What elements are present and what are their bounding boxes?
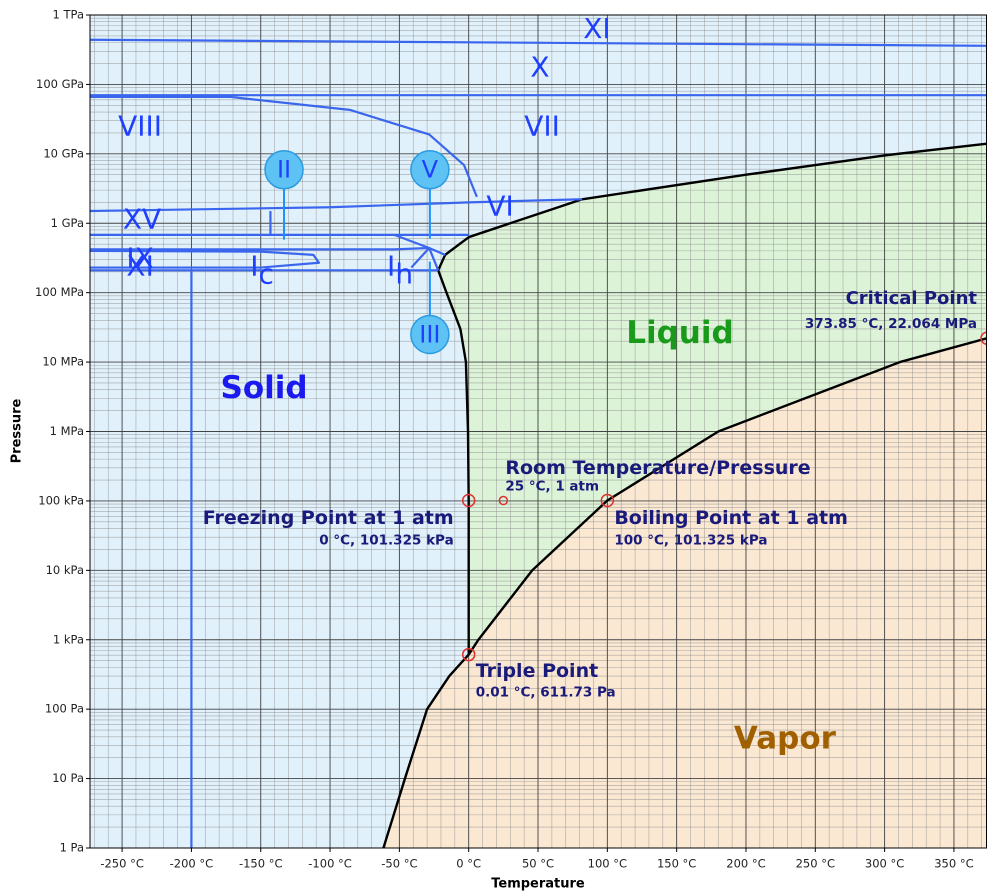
phase-label-text: XI: [126, 250, 153, 283]
phase-boundary: [90, 249, 321, 269]
phase-label: Ic: [250, 250, 274, 291]
point-detail: 100 °C, 101.325 kPa: [614, 533, 767, 549]
phase-label-text: VIII: [118, 109, 162, 142]
phase-label: VIII: [118, 109, 162, 142]
phase-label: VII: [524, 109, 560, 142]
y-tick-label: 100 Pa: [45, 702, 84, 716]
phase-label-sub: c: [259, 258, 274, 291]
y-tick-label: 10 kPa: [46, 563, 84, 577]
x-tick-label: -50 °C: [381, 857, 417, 871]
label-circle: [410, 314, 450, 355]
y-tick-label: 1 Pa: [60, 841, 84, 855]
label-circle: [410, 149, 450, 190]
y-tick-label: 10 MPa: [42, 355, 84, 369]
y-tick-label: 100 MPa: [35, 285, 84, 299]
x-tick-label: -250 °C: [100, 857, 144, 871]
phase-label-sub: h: [395, 258, 413, 291]
phase-label-text: VI: [486, 189, 513, 222]
phase-label-text: I: [387, 250, 395, 283]
x-tick-label: -200 °C: [170, 857, 214, 871]
x-axis-label: Temperature: [491, 877, 585, 892]
phase-label-text: XI: [583, 12, 610, 45]
point-marker: [600, 493, 615, 508]
point-name: Critical Point: [846, 288, 978, 309]
phase-label-text: IX: [126, 242, 153, 275]
phase-label: Ih: [387, 250, 413, 291]
y-tick-label: 1 GPa: [51, 216, 84, 230]
phase-label: X: [530, 50, 549, 83]
region-label: Solid: [221, 370, 308, 406]
phase-boundary: [90, 198, 583, 213]
point-marker: [980, 331, 987, 345]
x-tick-label: 50 °C: [522, 857, 554, 871]
grid: [90, 15, 987, 848]
phase-label: IX: [126, 242, 153, 275]
point-name: Triple Point: [476, 660, 598, 682]
y-tick-label: 1 TPa: [53, 8, 84, 22]
region-label: Vapor: [734, 720, 837, 756]
point-marker: [461, 493, 476, 508]
y-tick-label: 100 GPa: [36, 77, 84, 91]
y-tick-label: 1 kPa: [53, 632, 84, 646]
phase-label: XI: [126, 250, 153, 283]
x-tick-label: 300 °C: [865, 857, 904, 871]
y-tick-label: 10 GPa: [43, 146, 84, 160]
circled-phase-label: V: [422, 156, 439, 184]
phase-label-text: XV: [123, 202, 161, 235]
y-tick-label: 100 kPa: [38, 493, 84, 507]
phase-label: XV: [123, 202, 161, 235]
x-tick-label: 200 °C: [726, 857, 765, 871]
x-tick-label: 0 °C: [456, 857, 481, 871]
point-detail: 0.01 °C, 611.73 Pa: [476, 685, 616, 701]
point-detail: 0 °C, 101.325 kPa: [319, 533, 453, 549]
liquid-region: [438, 143, 987, 655]
x-tick-label: 100 °C: [588, 857, 627, 871]
x-tick-label: 350 °C: [934, 857, 973, 871]
x-tick-label: -150 °C: [239, 857, 283, 871]
circled-phase-label: III: [419, 320, 440, 348]
vapor-region: [383, 338, 987, 848]
phase-label: XI: [583, 12, 610, 45]
point-marker: [461, 647, 476, 662]
x-tick-label: 250 °C: [796, 857, 835, 871]
point-detail: 25 °C, 1 atm: [505, 479, 599, 495]
phase-boundary: [382, 653, 470, 848]
phase-label: VI: [486, 189, 513, 222]
point-marker: [498, 495, 509, 506]
phase-boundary: [467, 337, 987, 656]
y-tick-label: 1 MPa: [50, 424, 84, 438]
phase-boundary: [410, 247, 430, 269]
point-detail: 373.85 °C, 22.064 MPa: [805, 316, 977, 332]
point-name: Freezing Point at 1 atm: [203, 507, 454, 529]
point-name: Room Temperature/Pressure: [505, 457, 810, 479]
phase-label-text: X: [530, 50, 549, 83]
x-tick-label: -100 °C: [308, 857, 352, 871]
y-axis-label: Pressure: [10, 398, 25, 463]
phase-boundary: [90, 95, 478, 198]
phase-label-text: I: [250, 250, 258, 283]
phase-label-text: VII: [524, 109, 560, 142]
phase-boundary: [90, 246, 446, 256]
circled-phase-label: II: [277, 156, 291, 184]
region-label: Liquid: [626, 315, 733, 351]
x-tick-label: 150 °C: [657, 857, 696, 871]
point-name: Boiling Point at 1 atm: [614, 507, 848, 529]
label-circle: [264, 149, 304, 190]
phase-boundary: [90, 38, 987, 47]
y-tick-label: 10 Pa: [52, 771, 84, 785]
